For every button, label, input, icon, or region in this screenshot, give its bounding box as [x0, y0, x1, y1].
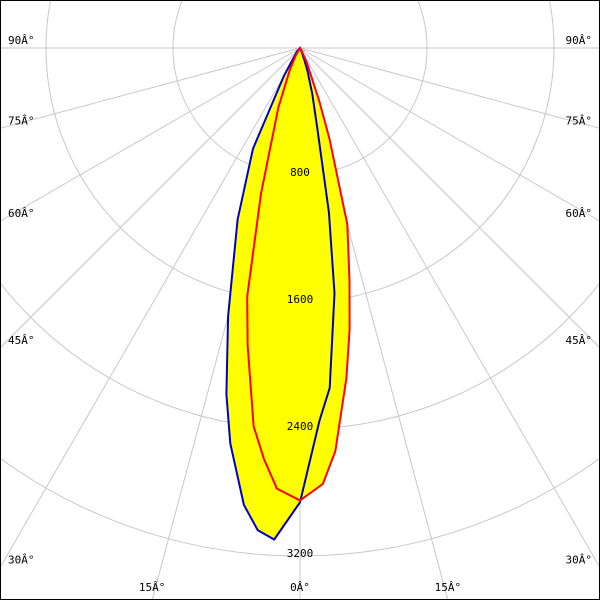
grid-ray [299, 47, 600, 349]
grid-ray [299, 47, 600, 129]
angle-label: 90Â° [8, 34, 35, 47]
radius-label: 800 [290, 166, 310, 179]
angle-label: 30Â° [566, 554, 593, 567]
angle-label: 75Â° [566, 114, 593, 127]
angle-label: 90Â° [566, 34, 593, 47]
plot [225, 46, 351, 541]
grid-ray [299, 47, 600, 568]
angle-label: 45Â° [566, 334, 593, 347]
grid-ray [0, 47, 301, 222]
curve [246, 46, 351, 502]
area-fill [247, 48, 350, 501]
angle-label: 60Â° [566, 207, 593, 220]
angle-label: 30Â° [8, 554, 35, 567]
grid-ray [0, 47, 301, 349]
angle-label: 0Â° [290, 581, 310, 594]
radius-label: 1600 [287, 293, 314, 306]
grid-ray [0, 47, 301, 568]
radius-label: 3200 [287, 547, 314, 560]
grid-ray [0, 47, 301, 129]
angle-label: 15Â° [139, 581, 166, 594]
labels: 0Â° 15Â° 15Â° 30Â° 30Â° 45Â° 45Â° 60Â° 60Â° 75Â° 7… [8, 34, 592, 594]
angle-label: 60Â° [8, 207, 35, 220]
angle-label: 45Â° [8, 334, 35, 347]
angle-label: 75Â° [8, 114, 35, 127]
curve [225, 46, 336, 541]
grid-ray [299, 47, 600, 222]
radius-label: 2400 [287, 420, 314, 433]
angle-label: 15Â° [435, 581, 462, 594]
